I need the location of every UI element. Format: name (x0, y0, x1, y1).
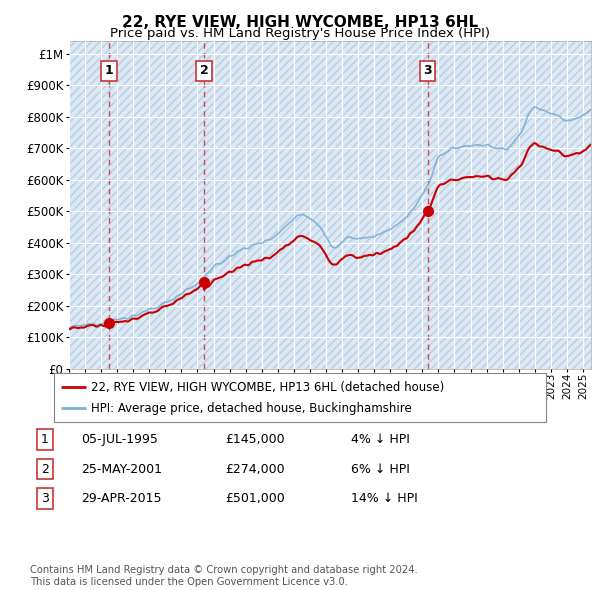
Text: HPI: Average price, detached house, Buckinghamshire: HPI: Average price, detached house, Buck… (91, 402, 412, 415)
Text: 2: 2 (41, 463, 49, 476)
Text: £501,000: £501,000 (225, 492, 285, 505)
Text: 3: 3 (41, 492, 49, 505)
Text: 1: 1 (41, 433, 49, 446)
Text: Price paid vs. HM Land Registry's House Price Index (HPI): Price paid vs. HM Land Registry's House … (110, 27, 490, 40)
Text: 4% ↓ HPI: 4% ↓ HPI (351, 433, 410, 446)
Text: 29-APR-2015: 29-APR-2015 (81, 492, 161, 505)
Text: 6% ↓ HPI: 6% ↓ HPI (351, 463, 410, 476)
Text: 22, RYE VIEW, HIGH WYCOMBE, HP13 6HL (detached house): 22, RYE VIEW, HIGH WYCOMBE, HP13 6HL (de… (91, 381, 444, 394)
Text: 2: 2 (200, 64, 208, 77)
Text: 1: 1 (105, 64, 113, 77)
Text: £145,000: £145,000 (225, 433, 284, 446)
Text: Contains HM Land Registry data © Crown copyright and database right 2024.
This d: Contains HM Land Registry data © Crown c… (30, 565, 418, 587)
Text: 25-MAY-2001: 25-MAY-2001 (81, 463, 162, 476)
Text: 3: 3 (424, 64, 432, 77)
Text: £274,000: £274,000 (225, 463, 284, 476)
Text: 14% ↓ HPI: 14% ↓ HPI (351, 492, 418, 505)
Text: 22, RYE VIEW, HIGH WYCOMBE, HP13 6HL: 22, RYE VIEW, HIGH WYCOMBE, HP13 6HL (122, 15, 478, 30)
Text: 05-JUL-1995: 05-JUL-1995 (81, 433, 158, 446)
